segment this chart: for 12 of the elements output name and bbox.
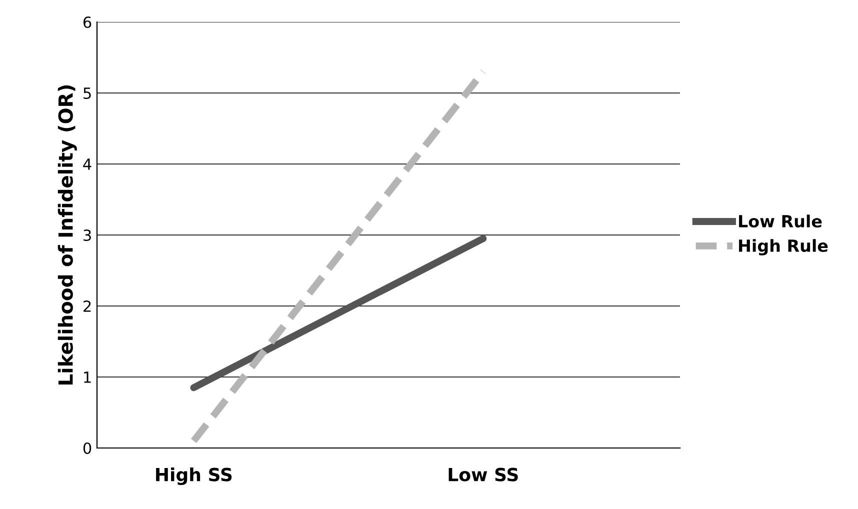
y-tick-label: 6 <box>83 16 92 28</box>
legend-label: High Rule <box>739 239 828 256</box>
x-tick-label: High SS <box>156 467 232 486</box>
y-tick-label: 3 <box>84 229 91 242</box>
x-tick-label: Low SS <box>448 468 518 482</box>
y-tick-label: 1 <box>84 372 91 383</box>
legend-label: Low Rule <box>739 214 822 228</box>
y-tick-label: 5 <box>84 88 91 100</box>
y-tick-label: 0 <box>83 442 92 454</box>
y-tick-label: 2 <box>84 300 91 312</box>
y-tick-label: 4 <box>83 158 92 170</box>
y-axis-title: Likelihood of Infidelity (OR) <box>58 85 77 384</box>
